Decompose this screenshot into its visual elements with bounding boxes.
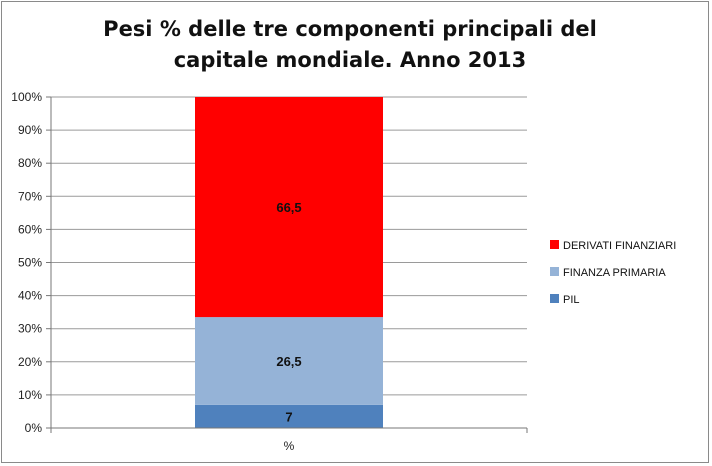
legend: DERIVATI FINANZIARI FINANZA PRIMARIA PIL <box>550 240 676 306</box>
legend-label-pil: PIL <box>563 294 580 306</box>
legend-label-finanza-primaria: FINANZA PRIMARIA <box>563 267 666 279</box>
y-tick-label: 40% <box>18 289 42 303</box>
y-tick-label: 30% <box>18 322 42 336</box>
y-tick-label: 100% <box>11 90 42 104</box>
y-axis: 0% 10% 20% 30% 40% 50% 60% 70% 80% 90% 100% <box>11 90 52 435</box>
y-tick-label: 10% <box>18 388 42 402</box>
y-tick-label: 70% <box>18 189 42 203</box>
x-tick-label: % <box>284 439 295 453</box>
legend-swatch-derivati-finanziari <box>550 240 559 249</box>
y-tick-label: 50% <box>18 256 42 270</box>
legend-swatch-pil <box>550 294 559 303</box>
data-label-finanza-primaria: 26,5 <box>276 354 301 369</box>
bar-segment-derivati-finanziari <box>195 97 383 318</box>
y-tick-label: 20% <box>18 355 42 369</box>
bars: 7 26,5 66,5 <box>195 97 383 428</box>
chart-title: Pesi % delle tre componenti principali d… <box>103 17 597 72</box>
legend-swatch-finanza-primaria <box>550 267 559 276</box>
bar-segment-finanza-primaria <box>195 317 383 405</box>
data-label-derivati-finanziari: 66,5 <box>276 200 301 215</box>
legend-label-derivati-finanziari: DERIVATI FINANZIARI <box>563 240 676 252</box>
bar-segment-pil <box>195 404 383 428</box>
y-tick-label: 0% <box>25 421 43 435</box>
y-tick-label: 90% <box>18 123 42 137</box>
data-label-pil: 7 <box>285 409 292 424</box>
y-tick-label: 60% <box>18 222 42 236</box>
x-axis: % <box>50 427 528 453</box>
y-tick-label: 80% <box>18 156 42 170</box>
